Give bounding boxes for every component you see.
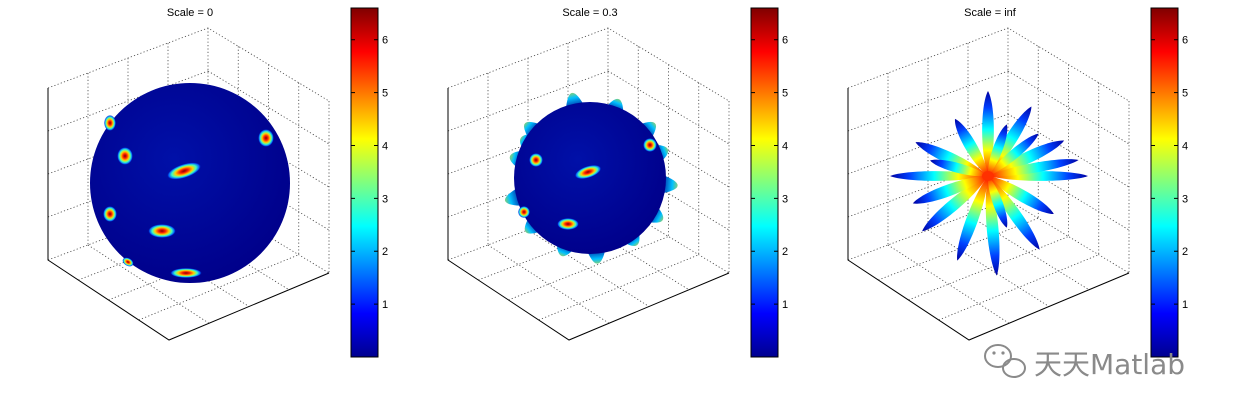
subplot-2: Scale = 0.3 1 2 3 4 5 6 xyxy=(447,7,788,358)
wechat-icon xyxy=(984,344,1026,378)
colorbar-tick-label: 6 xyxy=(782,35,788,47)
hot-spot xyxy=(170,268,202,278)
hot-spot xyxy=(529,153,543,167)
lobe xyxy=(988,176,1040,250)
lobe xyxy=(930,159,988,177)
lobe xyxy=(988,133,1039,176)
hot-spot xyxy=(518,206,530,218)
colorbar-tick-label: 1 xyxy=(382,299,388,311)
colorbar xyxy=(350,7,379,358)
lobe xyxy=(988,176,1054,215)
colorbar xyxy=(1150,7,1179,358)
lobe xyxy=(922,176,988,232)
colorbar-tick-label: 1 xyxy=(782,299,788,311)
lobe xyxy=(985,176,1000,276)
colorbar-tick-label: 2 xyxy=(782,246,788,258)
lobe xyxy=(988,159,1079,177)
sphere-surface xyxy=(514,102,666,254)
subplot-3: Scale = inf 1 2 3 4 5 6 xyxy=(847,7,1188,358)
subplot-title: Scale = 0.3 xyxy=(562,7,617,19)
colorbar-tick-label: 3 xyxy=(782,193,788,205)
hot-spot xyxy=(643,138,657,152)
lobe xyxy=(987,124,1008,176)
watermark: 天天Matlab xyxy=(984,344,1185,381)
subplot-title: Scale = inf xyxy=(964,7,1017,19)
colorbar-tick-label: 6 xyxy=(382,35,388,47)
hot-spot xyxy=(574,164,602,180)
lobe xyxy=(988,140,1065,176)
hot-spot xyxy=(166,162,202,180)
center-blob xyxy=(982,171,994,181)
colorbar-tick-label: 5 xyxy=(382,88,388,100)
hot-spot xyxy=(122,257,134,267)
hot-spot xyxy=(148,224,176,238)
colorbar-tick-label: 2 xyxy=(1182,246,1188,258)
lobe xyxy=(987,176,1008,228)
colorbar-tick-label: 1 xyxy=(1182,299,1188,311)
lobe xyxy=(957,176,988,261)
hot-spot xyxy=(103,206,117,222)
hot-spot xyxy=(258,129,274,147)
hot-spot xyxy=(557,218,579,230)
hot-spot xyxy=(104,115,116,131)
subplot-1: Scale = 0 1 2 3 4 5 6 xyxy=(47,7,388,358)
colorbar-tick-label: 3 xyxy=(1182,193,1188,205)
watermark-text: 天天Matlab xyxy=(1034,348,1185,381)
colorbar-tick-label: 5 xyxy=(782,88,788,100)
lobe xyxy=(954,118,988,176)
colorbar-tick-label: 2 xyxy=(382,246,388,258)
subplot-title: Scale = 0 xyxy=(167,7,213,19)
colorbar-tick-label: 4 xyxy=(782,140,788,152)
colorbar-tick-label: 6 xyxy=(1182,35,1188,47)
colorbar-tick-label: 3 xyxy=(382,193,388,205)
colorbar-tick-label: 4 xyxy=(1182,140,1188,152)
sphere-surface xyxy=(90,83,290,283)
colorbar xyxy=(750,7,779,358)
colorbar-tick-label: 5 xyxy=(1182,88,1188,100)
lobe xyxy=(912,176,988,204)
hot-spot xyxy=(117,147,133,165)
colorbar-tick-label: 4 xyxy=(382,140,388,152)
